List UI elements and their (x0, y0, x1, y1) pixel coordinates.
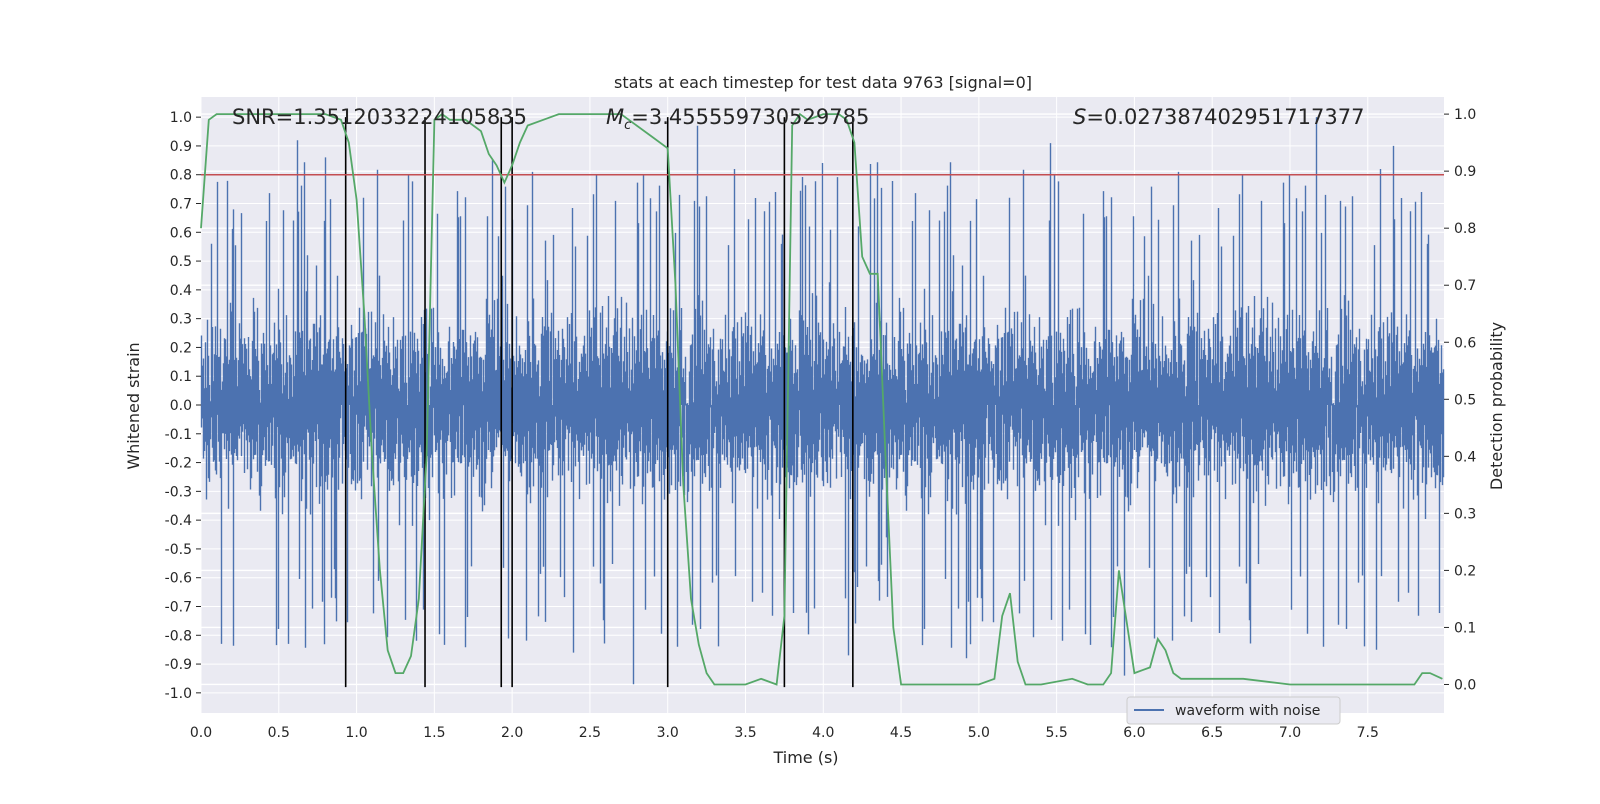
y-tick-label-left: -0.7 (165, 599, 192, 615)
y-tick-label-right: 0.0 (1454, 677, 1476, 693)
y-tick-label-left: -0.1 (165, 427, 192, 443)
probability-layer (200, 112, 1443, 686)
y-axis-label-right: Detection probability (1487, 322, 1506, 490)
chart-title: stats at each timestep for test data 976… (614, 73, 1032, 92)
s-value: =0.027387402951717377 (1086, 105, 1364, 129)
legend-label: waveform with noise (1175, 703, 1320, 719)
x-tick-label: 2.0 (501, 725, 523, 741)
y-tick-label-left: 0.0 (170, 398, 192, 414)
y-tick-label-right: 0.1 (1454, 620, 1476, 636)
legend-box (1126, 696, 1341, 725)
x-tick-label: 4.0 (812, 725, 834, 741)
y-tick-label-right: 0.9 (1454, 164, 1476, 180)
probability-line (200, 112, 1443, 686)
x-tick-label: 4.5 (890, 725, 912, 741)
y-tick-label-left: 0.8 (170, 168, 192, 184)
x-tick-label: 5.0 (968, 725, 990, 741)
y-tick-label-left: 0.1 (170, 369, 192, 385)
x-tick-label: 1.0 (345, 725, 367, 741)
y-tick-label-left: 0.2 (170, 340, 192, 356)
y-tick-label-left: -0.5 (165, 542, 192, 558)
y-tick-label-left: 0.3 (170, 312, 192, 328)
x-tick-label: 7.0 (1279, 725, 1301, 741)
chirp-mass-stat: Mc=3.455559730529785 (606, 105, 869, 133)
waveform-line (200, 117, 1445, 685)
y-tick-label-right: 0.7 (1454, 278, 1476, 294)
y-tick-label-right: 0.8 (1454, 221, 1476, 237)
y-axis-label-left: Whitened strain (124, 342, 143, 469)
y-tick-label-left: 0.5 (170, 254, 192, 270)
mc-value: =3.455559730529785 (631, 105, 869, 129)
y-tick-label-left: 0.9 (170, 139, 192, 155)
y-tick-label-left: -0.9 (165, 657, 192, 673)
y-tick-label-left: -0.3 (165, 484, 192, 500)
x-tick-label: 1.5 (423, 725, 445, 741)
legend: waveform with noise (1126, 696, 1341, 725)
x-tick-label: 2.5 (579, 725, 601, 741)
y-tick-label-right: 0.6 (1454, 335, 1476, 351)
y-tick-label-right: 0.5 (1454, 392, 1476, 408)
x-tick-label: 7.5 (1357, 725, 1379, 741)
x-tick-label: 3.5 (734, 725, 756, 741)
y-tick-label-left: -0.4 (165, 513, 192, 529)
x-tick-label: 6.5 (1201, 725, 1223, 741)
y-tick-label-left: -0.6 (165, 571, 192, 587)
mc-subscript: c (624, 118, 631, 133)
y-tick-label-right: 1.0 (1454, 107, 1476, 123)
y-tick-label-right: 0.4 (1454, 449, 1476, 465)
x-tick-label: 5.5 (1045, 725, 1067, 741)
x-axis-label: Time (s) (772, 748, 838, 767)
mc-symbol: M (606, 105, 624, 129)
y-tick-label-left: -0.8 (165, 628, 192, 644)
y-tick-label-left: -1.0 (165, 686, 192, 702)
s-symbol: S (1073, 105, 1086, 129)
y-tick-label-left: 0.6 (170, 225, 192, 241)
y-tick-label-left: 0.4 (170, 283, 192, 299)
x-tick-label: 6.0 (1123, 725, 1145, 741)
x-tick-label: 3.0 (657, 725, 679, 741)
y-tick-label-left: -0.2 (165, 456, 192, 472)
snr-stat: SNR=1.3512033224105835 (232, 105, 527, 129)
y-tick-label-right: 0.3 (1454, 506, 1476, 522)
x-tick-label: 0.0 (190, 725, 212, 741)
y-tick-label-left: 1.0 (170, 110, 192, 126)
axes: 0.0 0.5 1.0 1.5 2.0 2.5 3.0 3.5 4.0 4.5 5.0 5.5 6.0 6… (165, 107, 1477, 741)
waveform-series (200, 117, 1445, 685)
y-tick-label-left: 0.7 (170, 197, 192, 213)
y-tick-label-right: 0.2 (1454, 563, 1476, 579)
s-stat: S=0.027387402951717377 (1073, 105, 1364, 129)
x-tick-label: 0.5 (268, 725, 290, 741)
